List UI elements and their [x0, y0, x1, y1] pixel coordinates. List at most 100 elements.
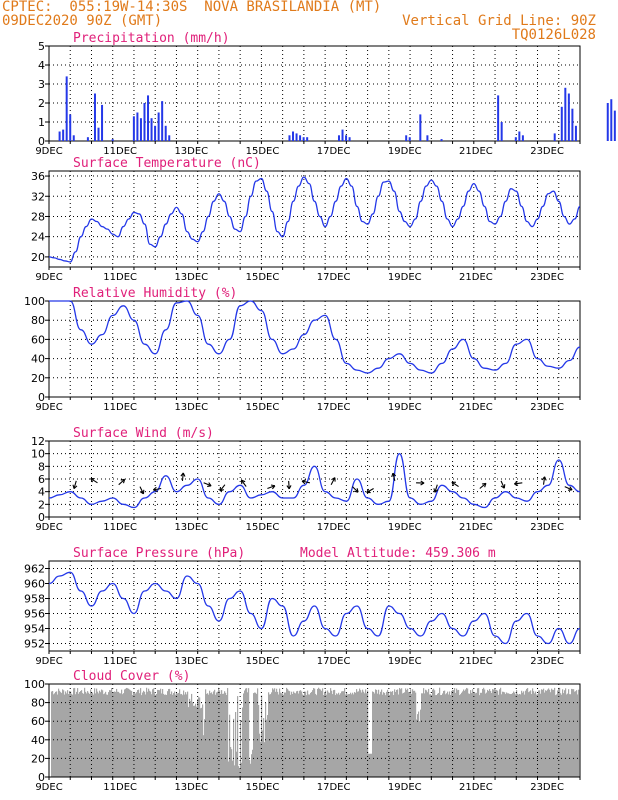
precipitation-bar — [419, 114, 422, 141]
wind-arrow-head — [420, 480, 425, 486]
grid-line-info: Vertical Grid Line: 90Z — [402, 13, 596, 29]
cloud-cover-bar — [480, 692, 482, 777]
series-line — [48, 571, 581, 645]
cloud-cover-bar — [477, 688, 479, 777]
cloud-cover-bar — [502, 691, 504, 777]
cloud-cover-bar — [57, 694, 59, 777]
cloud-cover-bar — [337, 694, 339, 777]
cloud-cover-bar — [69, 690, 71, 777]
cloud-cover-bar — [393, 695, 395, 777]
cloud-cover-bar — [315, 693, 317, 777]
cloud-cover-bar — [322, 688, 324, 777]
wind-arrow-head — [139, 489, 145, 495]
cloud-cover-bar — [559, 687, 561, 777]
cloud-cover-bar — [138, 689, 140, 777]
x-tick-label: 9DEC — [35, 522, 62, 533]
wind-arrow — [366, 488, 374, 493]
cloud-cover-bar — [63, 690, 65, 777]
precipitation-bar — [613, 110, 616, 141]
cloud-cover-bar — [204, 719, 206, 777]
cloud-cover-bar — [220, 694, 222, 777]
cloud-cover-bar — [526, 688, 528, 777]
wind-arrow-head — [541, 476, 547, 481]
y-tick-label: 40 — [31, 353, 45, 366]
x-tick-label: 17DEC — [317, 402, 351, 413]
cloud-cover-bar — [119, 693, 121, 777]
x-tick-label: 19DEC — [388, 402, 422, 413]
wind-arrow — [241, 479, 247, 487]
x-tick-label: 13DEC — [174, 272, 208, 283]
cloud-cover-bar — [178, 692, 180, 777]
cloud-cover-bar — [175, 694, 177, 777]
wind-arrow — [118, 478, 126, 486]
cloud-cover-bar — [381, 689, 383, 777]
cloud-cover-bar — [496, 690, 498, 777]
cloud-cover-bar — [262, 730, 264, 777]
wind-arrow — [330, 477, 336, 485]
cloud-cover-bar — [84, 687, 86, 777]
cloud-cover-bar — [454, 688, 456, 777]
cloud-cover-bar — [56, 691, 58, 777]
cloud-cover-bar — [290, 694, 292, 777]
cloud-cover-bar — [248, 688, 250, 777]
cloud-cover-bar — [60, 692, 62, 777]
panel-title: Precipitation (mm/h) — [73, 31, 230, 46]
precipitation-bar — [553, 133, 556, 141]
cloud-cover-bar — [105, 691, 107, 777]
cloud-cover-bar — [488, 691, 490, 777]
cloud-cover-bar — [380, 691, 382, 777]
cloud-cover-bar — [447, 691, 449, 777]
cloud-cover-bar — [414, 690, 416, 777]
cloud-cover-bar — [404, 692, 406, 777]
wind-arrow-head — [433, 488, 439, 493]
cloud-cover-bar — [497, 690, 499, 777]
x-tick-label: 11DEC — [103, 522, 137, 533]
cloud-cover-bar — [503, 691, 505, 777]
cloud-cover-bar — [321, 690, 323, 777]
x-tick-label: 15DEC — [246, 402, 280, 413]
cloud-cover-bar — [231, 749, 233, 777]
cloud-cover-bar — [289, 691, 291, 777]
cloud-cover-bar — [442, 693, 444, 777]
y-tick-label: 28 — [31, 210, 45, 223]
cloud-cover-bar — [216, 692, 218, 777]
wind-arrow-head — [500, 484, 506, 489]
wind-arrow — [90, 478, 98, 484]
cloud-cover-bar — [82, 693, 84, 777]
cloud-cover-bar — [394, 689, 396, 777]
cloud-cover-bar — [415, 692, 417, 777]
cloud-cover-bar — [342, 691, 344, 777]
cloud-cover-bar — [546, 690, 548, 777]
cloud-cover-bar — [185, 692, 187, 777]
cloud-cover-bar — [505, 694, 507, 777]
cloud-cover-bar — [411, 693, 413, 777]
cloud-cover-bar — [306, 695, 308, 777]
cloud-cover-bar — [278, 694, 280, 777]
cloud-cover-bar — [302, 694, 304, 777]
cloud-cover-bar — [79, 692, 81, 777]
cloud-cover-bar — [146, 687, 148, 777]
cloud-cover-bar — [247, 692, 249, 777]
precipitation-bar — [440, 139, 443, 141]
wind-arrow-head — [90, 478, 95, 483]
cloud-cover-bar — [179, 689, 181, 777]
cloud-cover-bar — [382, 694, 384, 777]
x-tick-label: 23DEC — [530, 146, 564, 157]
cloud-cover-bar — [490, 690, 492, 777]
cloud-cover-bar — [478, 688, 480, 777]
cloud-cover-bar — [309, 694, 311, 777]
cloud-cover-bar — [104, 693, 106, 777]
cloud-cover-bar — [298, 693, 300, 777]
cloud-cover-bar — [64, 694, 66, 777]
cloud-cover-bar — [195, 703, 197, 777]
wind-arrow — [500, 480, 505, 489]
precipitation-bar — [154, 125, 157, 141]
precipitation-bar — [341, 129, 344, 141]
cloud-cover-bar — [257, 688, 259, 777]
cloud-cover-bar — [553, 689, 555, 777]
cloud-cover-bar — [350, 692, 352, 777]
cloud-cover-bar — [152, 689, 154, 777]
x-tick-label: 15DEC — [246, 656, 280, 667]
cloud-cover-bar — [378, 689, 380, 777]
precipitation-bar — [302, 137, 305, 141]
